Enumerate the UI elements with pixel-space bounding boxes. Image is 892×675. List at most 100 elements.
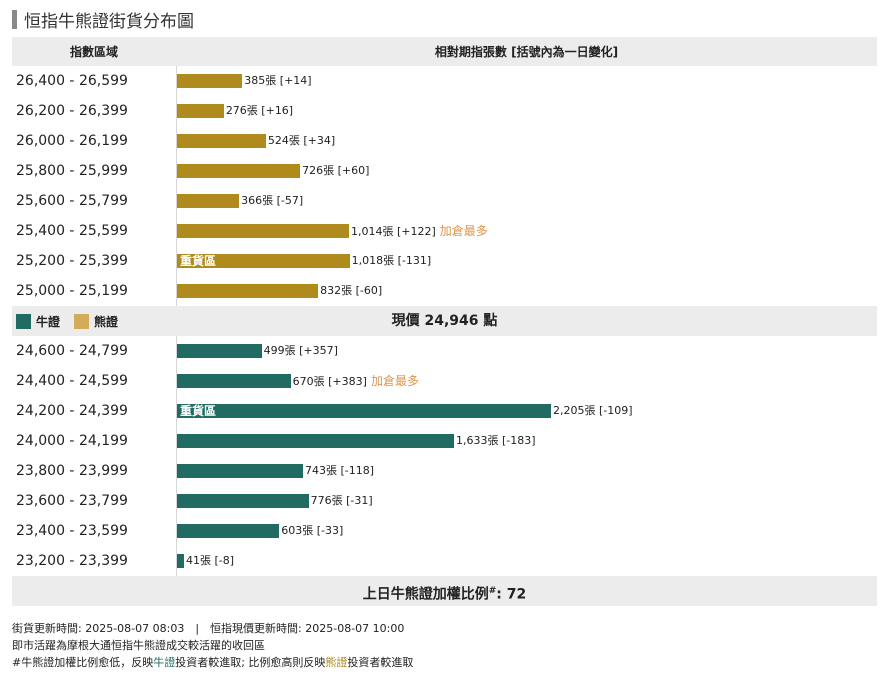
bar-value-text: 1,633張 [-183]	[455, 434, 536, 447]
footer-ratio-text-1: #牛熊證加權比例愈低，反映	[12, 656, 154, 669]
bar-value-text: 776張 [-31]	[310, 494, 373, 507]
range-label: 24,400 - 24,599	[16, 373, 128, 389]
bar-value-label: 726張 [+60]	[302, 156, 369, 186]
bar-value-text: 1,014張 [+122]	[350, 225, 436, 238]
bar-value-text: 832張 [-60]	[320, 284, 383, 297]
bar-value-text: 499張 [+357]	[263, 344, 338, 357]
bar-value-label: 1,633張 [-183]	[456, 426, 536, 456]
range-label: 25,600 - 25,799	[16, 193, 128, 209]
bull-row: 23,800 - 23,999 743張 [-118]	[12, 456, 877, 486]
bull-row: 23,400 - 23,599 603張 [-33]	[12, 516, 877, 546]
axis-line	[176, 156, 177, 186]
bear-row: 26,200 - 26,399 276張 [+16]	[12, 96, 877, 126]
bar-value-label: 499張 [+357]	[264, 336, 338, 366]
bull-row: 24,600 - 24,799 499張 [+357]	[12, 336, 877, 366]
bear-row: 25,800 - 25,999 726張 [+60]	[12, 156, 877, 186]
bar-value-text: 743張 [-118]	[305, 464, 375, 477]
footer-ratio-text-2: 投資者較進取; 比例愈高則反映	[175, 656, 326, 669]
heavy-zone-label: 重貨區	[180, 254, 217, 268]
range-label: 23,400 - 23,599	[16, 523, 128, 539]
bar-value-label: 1,014張 [+122] 加倉最多	[351, 216, 488, 247]
header-range: 指數區域	[69, 45, 118, 59]
ratio-row: 上日牛熊證加權比例#: 72	[12, 576, 877, 606]
bar-value-label: 276張 [+16]	[226, 96, 293, 126]
bar-value-label: 670張 [+383] 加倉最多	[293, 366, 419, 397]
ratio-value: : 72	[496, 586, 527, 603]
bull-row: 23,200 - 23,399 41張 [-8]	[12, 546, 877, 576]
range-label: 26,000 - 26,199	[16, 133, 128, 149]
ratio-mark: #	[488, 586, 497, 596]
range-label: 24,000 - 24,199	[16, 433, 128, 449]
bull-bar	[177, 344, 262, 358]
axis-line	[176, 426, 177, 456]
axis-line	[176, 336, 177, 366]
bear-row: 25,600 - 25,799 366張 [-57]	[12, 186, 877, 216]
axis-line	[176, 126, 177, 156]
bull-row: 24,400 - 24,599 670張 [+383] 加倉最多	[12, 366, 877, 396]
bull-bar: 重貨區	[177, 404, 551, 418]
bar-value-label: 385張 [+14]	[244, 66, 311, 96]
bar-value-label: 41張 [-8]	[186, 546, 234, 576]
bull-swatch	[16, 314, 31, 329]
range-label: 25,400 - 25,599	[16, 223, 128, 239]
table-header: 指數區域 相對期指張數 [括號內為一日變化]	[12, 37, 877, 66]
axis-line	[176, 546, 177, 576]
footer-ratio-note: #牛熊證加權比例愈低，反映牛證投資者較進取; 比例愈高則反映熊證投資者較進取	[12, 654, 413, 671]
bear-bar	[177, 224, 349, 238]
axis-line	[176, 396, 177, 426]
bar-value-label: 603張 [-33]	[281, 516, 343, 546]
most-added-note: 加倉最多	[370, 374, 419, 388]
price-prefix: 現價	[391, 313, 420, 329]
bar-value-text: 41張 [-8]	[185, 554, 234, 567]
range-label: 25,800 - 25,999	[16, 163, 128, 179]
bar-value-text: 385張 [+14]	[244, 74, 312, 87]
bar-value-label: 1,018張 [-131]	[352, 246, 432, 276]
footer-bull-word: 牛證	[153, 656, 176, 669]
bear-bar	[177, 284, 319, 298]
ratio-label: 上日牛熊證加權比例	[362, 586, 489, 603]
range-label: 26,200 - 26,399	[16, 103, 128, 119]
footer-notes: 街貨更新時間: 2025-08-07 08:03 | 恒指現價更新時間: 202…	[12, 620, 413, 671]
footer-active-note: 即市活躍為摩根大通恒指牛熊證成交較活躍的收回區	[12, 639, 265, 652]
header-count: 相對期指張數 [括號內為一日變化]	[434, 45, 619, 59]
range-label: 25,000 - 25,199	[16, 283, 128, 299]
bar-value-label: 366張 [-57]	[241, 186, 303, 216]
bar-value-text: 366張 [-57]	[241, 194, 304, 207]
bar-value-text: 276張 [+16]	[225, 104, 294, 117]
current-price: 現價 24,946 點	[12, 306, 877, 336]
bear-row: 25,400 - 25,599 1,014張 [+122] 加倉最多	[12, 216, 877, 246]
range-label: 23,800 - 23,999	[16, 463, 128, 479]
bar-value-text: 2,205張 [-109]	[553, 404, 633, 417]
bar-value-text: 726張 [+60]	[302, 164, 370, 177]
distribution-chart: 指數區域 相對期指張數 [括號內為一日變化] 26,400 - 26,599 38…	[12, 37, 877, 606]
bull-section: 24,600 - 24,799 499張 [+357] 24,400 - 24,59…	[12, 336, 877, 576]
bar-value-text: 1,018張 [-131]	[351, 254, 432, 267]
bear-row: 26,000 - 26,199 524張 [+34]	[12, 126, 877, 156]
bear-row: 26,400 - 26,599 385張 [+14]	[12, 66, 877, 96]
bull-bar	[177, 524, 280, 538]
bull-bar	[177, 434, 454, 448]
bull-bar	[177, 374, 291, 388]
range-label: 24,200 - 24,399	[16, 403, 128, 419]
bar-value-text: 603張 [-33]	[281, 524, 344, 537]
axis-line	[176, 366, 177, 396]
axis-line	[176, 216, 177, 246]
range-label: 24,600 - 24,799	[16, 343, 128, 359]
price-suffix: 點	[483, 313, 498, 329]
bear-bar	[177, 104, 224, 118]
price-value: 24,946	[424, 313, 479, 329]
bear-bar	[177, 194, 240, 208]
bear-bar	[177, 74, 243, 88]
bar-value-text: 524張 [+34]	[267, 134, 336, 147]
bull-row: 23,600 - 23,799 776張 [-31]	[12, 486, 877, 516]
bull-row: 24,000 - 24,199 1,633張 [-183]	[12, 426, 877, 456]
bar-value-label: 776張 [-31]	[311, 486, 373, 516]
bar-value-text: 670張 [+383]	[292, 375, 367, 388]
most-added-note: 加倉最多	[439, 224, 488, 238]
bear-bar: 重貨區	[177, 254, 350, 268]
range-label: 23,600 - 23,799	[16, 493, 128, 509]
current-price-row: 現價 24,946 點 牛證 熊證	[12, 306, 877, 336]
bar-value-label: 2,205張 [-109]	[553, 396, 633, 426]
axis-line	[176, 186, 177, 216]
title-accent-bar	[12, 9, 17, 29]
